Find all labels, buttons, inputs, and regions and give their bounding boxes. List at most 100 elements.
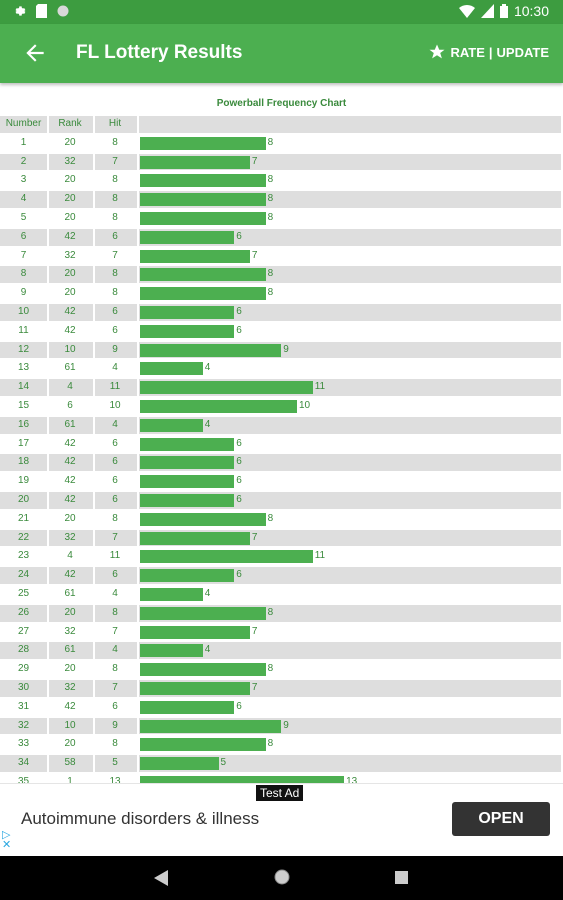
rank-cell: 20 [64,268,76,280]
rank-cell: 20 [64,174,76,186]
ad-open-button[interactable]: OPEN [452,802,550,836]
frequency-bar [140,719,282,733]
bar-value-label: 6 [236,493,242,505]
table-row: 32 10 9 9 [0,716,563,736]
hit-cell: 4 [112,362,118,374]
rank-cell: 42 [64,230,76,242]
table-row: 31 42 6 6 [0,697,563,717]
table-row: 30 32 7 7 [0,678,563,698]
table-row: 33 20 8 8 [0,735,563,755]
table-row: 19 42 6 6 [0,472,563,491]
rank-cell: 32 [64,625,76,637]
hit-cell: 9 [112,719,118,731]
table-row: 28 61 4 4 [0,641,563,661]
table-row: 1 20 8 8 [0,133,563,153]
rank-cell: 20 [64,738,76,750]
rank-cell: 32 [64,155,76,167]
bar-value-label: 7 [251,625,258,637]
bar-value-label: 8 [267,136,274,148]
frequency-bar [140,493,235,507]
hit-cell: 4 [112,418,118,430]
number-cell: 24 [17,569,30,581]
number-cell: 17 [17,437,30,449]
bar-value-label: 4 [204,644,211,656]
header-row: Number Rank Hit [0,115,563,134]
rank-cell: 6 [67,399,73,411]
frequency-bar [140,700,235,714]
back-arrow-icon[interactable] [22,40,48,66]
hit-cell: 8 [112,663,118,675]
number-cell: 13 [17,362,30,374]
rank-cell: 61 [64,362,76,374]
hit-cell: 7 [112,155,118,167]
hit-cell: 6 [112,456,118,468]
star-icon[interactable] [428,43,446,61]
frequency-bar [140,136,266,150]
hit-cell: 11 [109,381,121,393]
battery-icon [499,4,508,18]
bar-value-label: 7 [251,155,258,167]
bar-value-label: 6 [236,437,242,449]
hit-cell: 8 [112,193,118,205]
frequency-bar [140,155,250,169]
number-cell: 8 [20,268,27,280]
bar-value-label: 11 [314,550,326,562]
rank-cell: 20 [64,606,76,618]
number-cell: 26 [17,606,30,618]
table-row: 8 20 8 8 [0,265,563,285]
number-cell: 1 [20,136,27,148]
frequency-bar [140,681,250,695]
nav-home-icon[interactable] [273,868,291,886]
hit-cell: 4 [112,644,118,656]
rank-cell: 61 [64,587,76,599]
bar-value-label: 8 [267,268,274,280]
number-cell: 35 [17,775,30,787]
rank-cell: 42 [64,456,76,468]
frequency-bar [140,418,203,432]
number-cell: 2 [20,155,27,167]
number-cell: 7 [20,249,27,261]
hit-cell: 10 [109,399,121,411]
bar-value-label: 13 [346,775,358,787]
hit-cell: 8 [112,174,118,186]
table-row: 16 61 4 4 [0,415,563,435]
table-row: 17 42 6 6 [0,434,563,454]
adchoices-icon[interactable]: ▷ ✕ [2,829,12,851]
frequency-bar [140,287,266,301]
action-divider: | [488,44,493,60]
table-row: 24 42 6 6 [0,566,563,585]
rank-cell: 32 [64,531,76,543]
rank-cell: 10 [64,343,76,355]
update-button[interactable]: UPDATE [496,44,549,60]
number-cell: 5 [20,211,27,223]
frequency-bar [140,211,266,225]
rank-cell: 20 [64,287,76,299]
system-nav-bar [0,856,563,900]
frequency-bar [140,757,219,771]
rate-button[interactable]: RATE [450,44,485,60]
number-cell: 23 [17,550,30,562]
number-cell: 4 [20,193,27,205]
bar-value-label: 4 [204,418,211,430]
frequency-bar [140,587,203,601]
bar-value-label: 7 [251,249,258,261]
ad-text[interactable]: Autoimmune disorders & illness [21,809,260,828]
hit-cell: 7 [112,531,118,543]
bar-value-label: 8 [267,738,274,750]
bar-value-label: 8 [267,606,274,618]
frequency-bar [140,268,266,282]
nav-back-icon[interactable] [154,870,168,886]
nav-recents-icon[interactable] [395,871,408,884]
rank-cell: 20 [64,136,76,148]
frequency-bar [140,663,266,677]
table-row: 11 42 6 6 [0,321,563,341]
settings-gear-icon [15,6,26,16]
ad-banner[interactable]: Test Ad Autoimmune disorders & illness O… [0,783,563,857]
rank-cell: 61 [64,644,76,656]
table-row: 27 32 7 7 [0,622,563,642]
signal-icon [480,4,494,18]
hit-cell: 6 [112,305,118,317]
col-header-number: Number [5,118,42,129]
hit-cell: 13 [109,775,121,787]
table-row: 21 20 8 8 [0,509,563,529]
